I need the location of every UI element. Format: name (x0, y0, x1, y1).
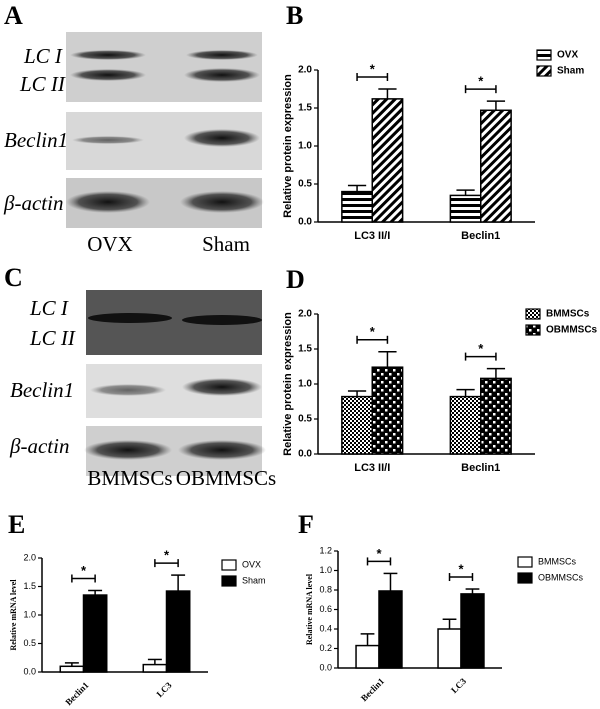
bar (341, 395, 373, 455)
legend-label: OBMMSCs (538, 572, 584, 582)
y-axis-label: Relative protein expression (282, 74, 294, 218)
bar (378, 590, 403, 669)
y-tick-label: 0.5 (298, 179, 312, 190)
blot-row-label: β-actin (3, 191, 63, 215)
y-tick-label: 1.0 (23, 609, 36, 619)
y-tick-label: 1.5 (23, 581, 36, 591)
legend-label: Sham (242, 575, 266, 585)
x-tick-label: Beclin1 (461, 462, 500, 474)
legend-label: OBMMSCs (546, 325, 598, 336)
bar (449, 194, 482, 223)
y-tick-label: 0.0 (23, 666, 36, 676)
y-tick-label: 2.0 (23, 552, 36, 562)
panel-label: A (4, 1, 23, 30)
significance-label: * (164, 548, 170, 563)
panel-label: D (286, 265, 305, 294)
significance-label: * (370, 324, 376, 339)
y-tick-label: 0.5 (23, 638, 36, 648)
bar (142, 663, 168, 673)
y-axis-label: Relative mRNA level (305, 573, 314, 645)
y-tick-label: 1.0 (298, 141, 312, 152)
panel-label: C (4, 263, 23, 292)
x-tick-label: Beclin1 (63, 680, 91, 708)
legend-label: BMMSCs (538, 556, 576, 566)
y-tick-label: 1.5 (298, 103, 312, 114)
x-tick-label: LC3 (155, 680, 174, 699)
y-tick-label: 0.8 (319, 584, 332, 594)
blot-row-label: Beclin1 (10, 378, 74, 402)
bar (437, 628, 462, 669)
significance-label: * (376, 546, 382, 561)
legend-swatch (517, 572, 533, 584)
y-tick-label: 0.6 (319, 604, 332, 614)
y-tick-label: 1.0 (298, 379, 312, 390)
bar (480, 109, 512, 223)
blot-row-label: LC I (23, 44, 63, 68)
legend-swatch (221, 559, 237, 571)
y-tick-label: 2.0 (298, 65, 312, 76)
blot-row-label: LC II (29, 326, 76, 350)
x-tick-label: LC3 (449, 676, 468, 695)
legend-label: Sham (557, 66, 584, 77)
panel-label: B (286, 1, 303, 30)
x-tick-label: LC3 II/I (354, 462, 390, 474)
legend-swatch (517, 556, 533, 568)
panel-label: F (298, 510, 314, 539)
y-tick-label: 1.5 (298, 344, 312, 355)
lane-label: OBMMSCs (176, 466, 276, 490)
y-tick-label: 2.0 (298, 309, 312, 320)
x-tick-label: LC3 II/I (354, 230, 390, 242)
blot: LC I LC II Beclin1 β-actin OVX Sham (3, 32, 264, 256)
y-tick-label: 0.0 (298, 449, 312, 460)
legend-swatch (536, 49, 552, 61)
bar (59, 665, 85, 673)
lane-label: BMMSCs (87, 466, 172, 490)
bar (371, 366, 404, 455)
bar (165, 590, 191, 673)
significance-label: * (478, 74, 484, 89)
legend-label: BMMSCs (546, 309, 590, 320)
y-axis-label: Relative mRNA level (9, 579, 18, 651)
legend-swatch (221, 575, 237, 587)
bar (341, 190, 373, 223)
y-tick-label: 0.4 (319, 623, 332, 633)
bar (449, 395, 482, 455)
lane-label: OVX (87, 232, 133, 256)
x-tick-label: Beclin1 (461, 230, 500, 242)
panel-label: E (8, 510, 25, 539)
blot: LC I LC II Beclin1 β-actin BMMSCs OBMMSC… (9, 290, 276, 490)
significance-label: * (370, 61, 376, 76)
blot-row-label: LC I (29, 296, 69, 320)
legend-label: OVX (557, 50, 578, 61)
legend-label: OVX (242, 559, 261, 569)
bar (355, 644, 380, 669)
significance-label: * (81, 563, 87, 578)
y-axis-label: Relative protein expression (282, 312, 294, 456)
y-tick-label: 1.2 (319, 545, 332, 555)
lane-label: Sham (202, 232, 250, 256)
x-tick-label: Beclin1 (359, 676, 387, 704)
y-tick-label: 0.0 (319, 662, 332, 672)
blot-row-label: β-actin (9, 434, 69, 458)
legend-swatch (525, 324, 541, 336)
blot-row-label: Beclin1 (4, 128, 68, 152)
y-tick-label: 0.0 (298, 217, 312, 228)
bar (480, 377, 512, 455)
blot-row-label: LC II (19, 72, 66, 96)
legend-swatch (525, 308, 541, 320)
y-tick-label: 0.5 (298, 414, 312, 425)
bar (371, 98, 404, 223)
significance-label: * (478, 341, 484, 356)
significance-label: * (458, 561, 464, 576)
y-tick-label: 0.2 (319, 643, 332, 653)
bar (82, 594, 108, 673)
legend-swatch (536, 65, 552, 77)
bar (460, 593, 485, 669)
y-tick-label: 1.0 (319, 565, 332, 575)
